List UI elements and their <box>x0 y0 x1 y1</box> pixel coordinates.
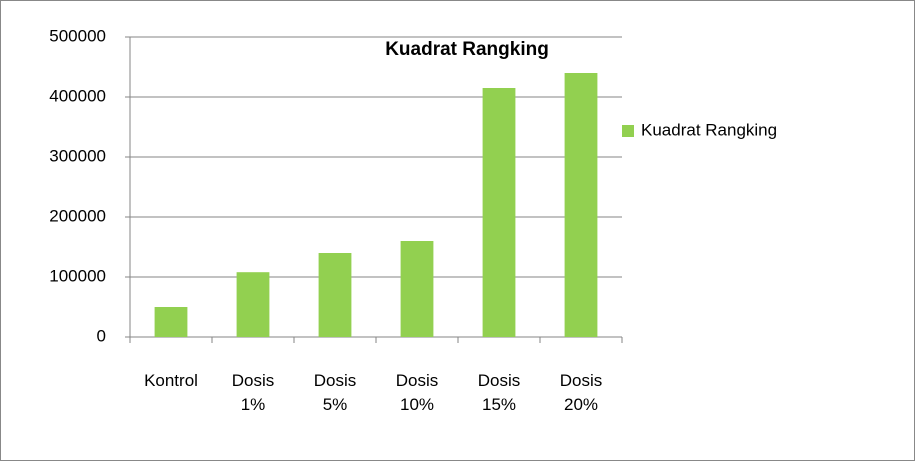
chart-title: Kuadrat Rangking <box>385 39 549 60</box>
bar <box>564 73 598 337</box>
x-tick-label: Dosis 5% <box>313 371 357 414</box>
bar <box>236 272 270 337</box>
x-tick-label: Dosis 10% <box>395 371 439 414</box>
y-tick-label: 400000 <box>49 86 106 105</box>
x-tick-label: Dosis 1% <box>231 371 275 414</box>
y-tick-label: 0 <box>97 326 106 345</box>
bar <box>154 307 188 337</box>
bar <box>482 88 516 337</box>
y-tick-label: 300000 <box>49 146 106 165</box>
y-tick-label: 200000 <box>49 206 106 225</box>
y-tick-label: 500000 <box>49 26 106 45</box>
x-tick-label: Dosis 20% <box>559 371 603 414</box>
legend-label: Kuadrat Rangking <box>641 120 777 139</box>
x-tick-label: Dosis 15% <box>477 371 521 414</box>
legend-swatch <box>622 125 634 137</box>
y-tick-label: 100000 <box>49 266 106 285</box>
bar <box>318 253 352 337</box>
bar <box>400 241 434 337</box>
x-tick-label: Kontrol <box>144 371 198 390</box>
